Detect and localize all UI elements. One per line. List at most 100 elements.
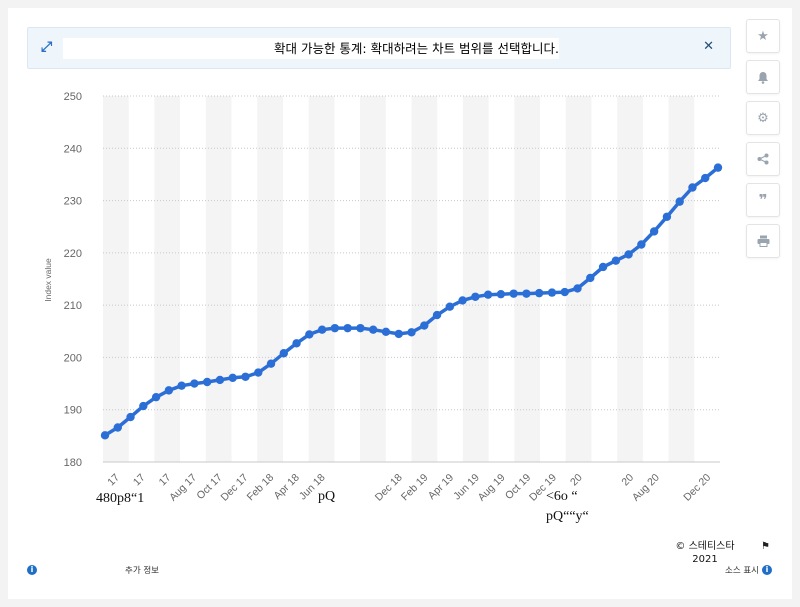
data-point	[535, 288, 544, 298]
overlay-text: 480p8“1	[96, 491, 145, 506]
data-point	[445, 302, 455, 311]
data-point	[177, 381, 186, 390]
data-point	[432, 310, 442, 320]
data-point	[292, 339, 301, 348]
column-band	[154, 96, 181, 462]
column-band	[103, 96, 129, 462]
info-icon: i	[762, 565, 772, 575]
data-point	[215, 375, 225, 385]
print-icon[interactable]	[746, 224, 780, 258]
expand-icon[interactable]: ⤢	[41, 39, 53, 55]
y-tick-label: 190	[64, 405, 82, 417]
data-point	[586, 273, 595, 283]
data-point	[701, 173, 710, 183]
data-point	[649, 227, 659, 236]
data-point	[522, 289, 531, 298]
x-tick-label: 20	[568, 472, 585, 489]
overlay-text: pQ““y“	[546, 509, 589, 524]
data-point	[113, 423, 122, 432]
data-point	[254, 368, 263, 377]
x-tick-label: Aug 20	[630, 472, 662, 504]
data-point	[496, 289, 506, 299]
y-axis-label: Index value	[43, 258, 53, 302]
x-tick-label: Dec 20	[681, 472, 713, 504]
data-point	[394, 329, 403, 339]
data-point	[100, 431, 110, 440]
data-point	[190, 379, 199, 388]
y-tick-label: 200	[64, 352, 82, 364]
copyright: © 스테티스타 2021	[675, 541, 735, 565]
star-icon[interactable]: ★	[746, 19, 780, 53]
chart-toolbar: ★ ⚙ ❞	[746, 19, 780, 265]
data-point	[637, 240, 646, 249]
data-point	[228, 373, 237, 383]
x-tick-label: Apr 18	[272, 472, 302, 502]
source-link[interactable]: 소스 표시 i	[725, 564, 772, 576]
x-tick-label: Feb 18	[245, 472, 277, 504]
column-band	[411, 96, 438, 462]
data-point	[164, 386, 174, 395]
data-point	[202, 377, 212, 387]
overlay-text: pQ	[318, 489, 336, 504]
data-point	[381, 327, 391, 337]
data-point	[573, 284, 582, 293]
data-point	[330, 323, 340, 333]
y-tick-label: 250	[64, 91, 82, 103]
gear-icon[interactable]: ⚙	[746, 101, 780, 135]
x-tick-label: Feb 19	[399, 472, 431, 504]
more-info-label: 추가 정보	[125, 566, 159, 576]
data-point	[151, 392, 161, 402]
column-band	[308, 96, 335, 462]
data-point	[598, 262, 608, 272]
data-point	[471, 292, 480, 301]
column-band	[514, 96, 541, 462]
data-point	[356, 323, 365, 333]
flag-icon[interactable]: ⚑	[761, 541, 770, 552]
x-tick-label: Dec 17	[218, 472, 250, 504]
data-point	[343, 323, 352, 333]
data-point	[317, 325, 327, 334]
x-tick-label: 17	[157, 472, 174, 489]
column-band	[257, 96, 283, 462]
quote-icon[interactable]: ❞	[746, 183, 780, 217]
x-tick-label: Aug 19	[476, 472, 508, 504]
info-icon: i	[27, 565, 37, 575]
x-tick-label: Aug 17	[167, 472, 199, 504]
data-point	[688, 183, 697, 192]
data-point	[279, 349, 288, 358]
y-tick-label: 180	[64, 457, 82, 469]
y-tick-label: 230	[64, 196, 82, 208]
y-axis-ticks: 180 190 200 210 220 230 240 250	[64, 91, 82, 469]
x-tick-label: 17	[105, 472, 122, 489]
data-point	[266, 359, 276, 368]
data-point	[713, 163, 723, 172]
data-point	[675, 197, 684, 206]
column-band	[462, 96, 489, 462]
data-point	[407, 328, 416, 337]
x-tick-label: 17	[131, 472, 148, 489]
x-tick-label: Apr 19	[426, 472, 456, 502]
data-point	[139, 401, 148, 411]
more-info-link[interactable]: i 추가 정보	[27, 564, 159, 576]
bell-icon[interactable]	[746, 60, 780, 94]
data-point	[624, 250, 633, 259]
series-line	[100, 163, 723, 440]
column-band	[205, 96, 232, 462]
overlay-text: <6o “	[546, 489, 578, 504]
y-tick-label: 210	[64, 300, 82, 312]
y-tick-label: 220	[64, 248, 82, 260]
close-icon[interactable]: ✕	[703, 39, 714, 54]
data-point	[126, 412, 135, 422]
column-band	[360, 96, 386, 462]
data-point	[560, 287, 569, 297]
data-point	[662, 212, 672, 221]
column-band	[668, 96, 695, 462]
data-point	[483, 290, 493, 299]
share-icon[interactable]	[746, 142, 780, 176]
data-point	[547, 288, 557, 297]
data-point	[611, 256, 621, 265]
data-point	[509, 289, 518, 298]
x-tick-label: Dec 18	[373, 472, 405, 504]
